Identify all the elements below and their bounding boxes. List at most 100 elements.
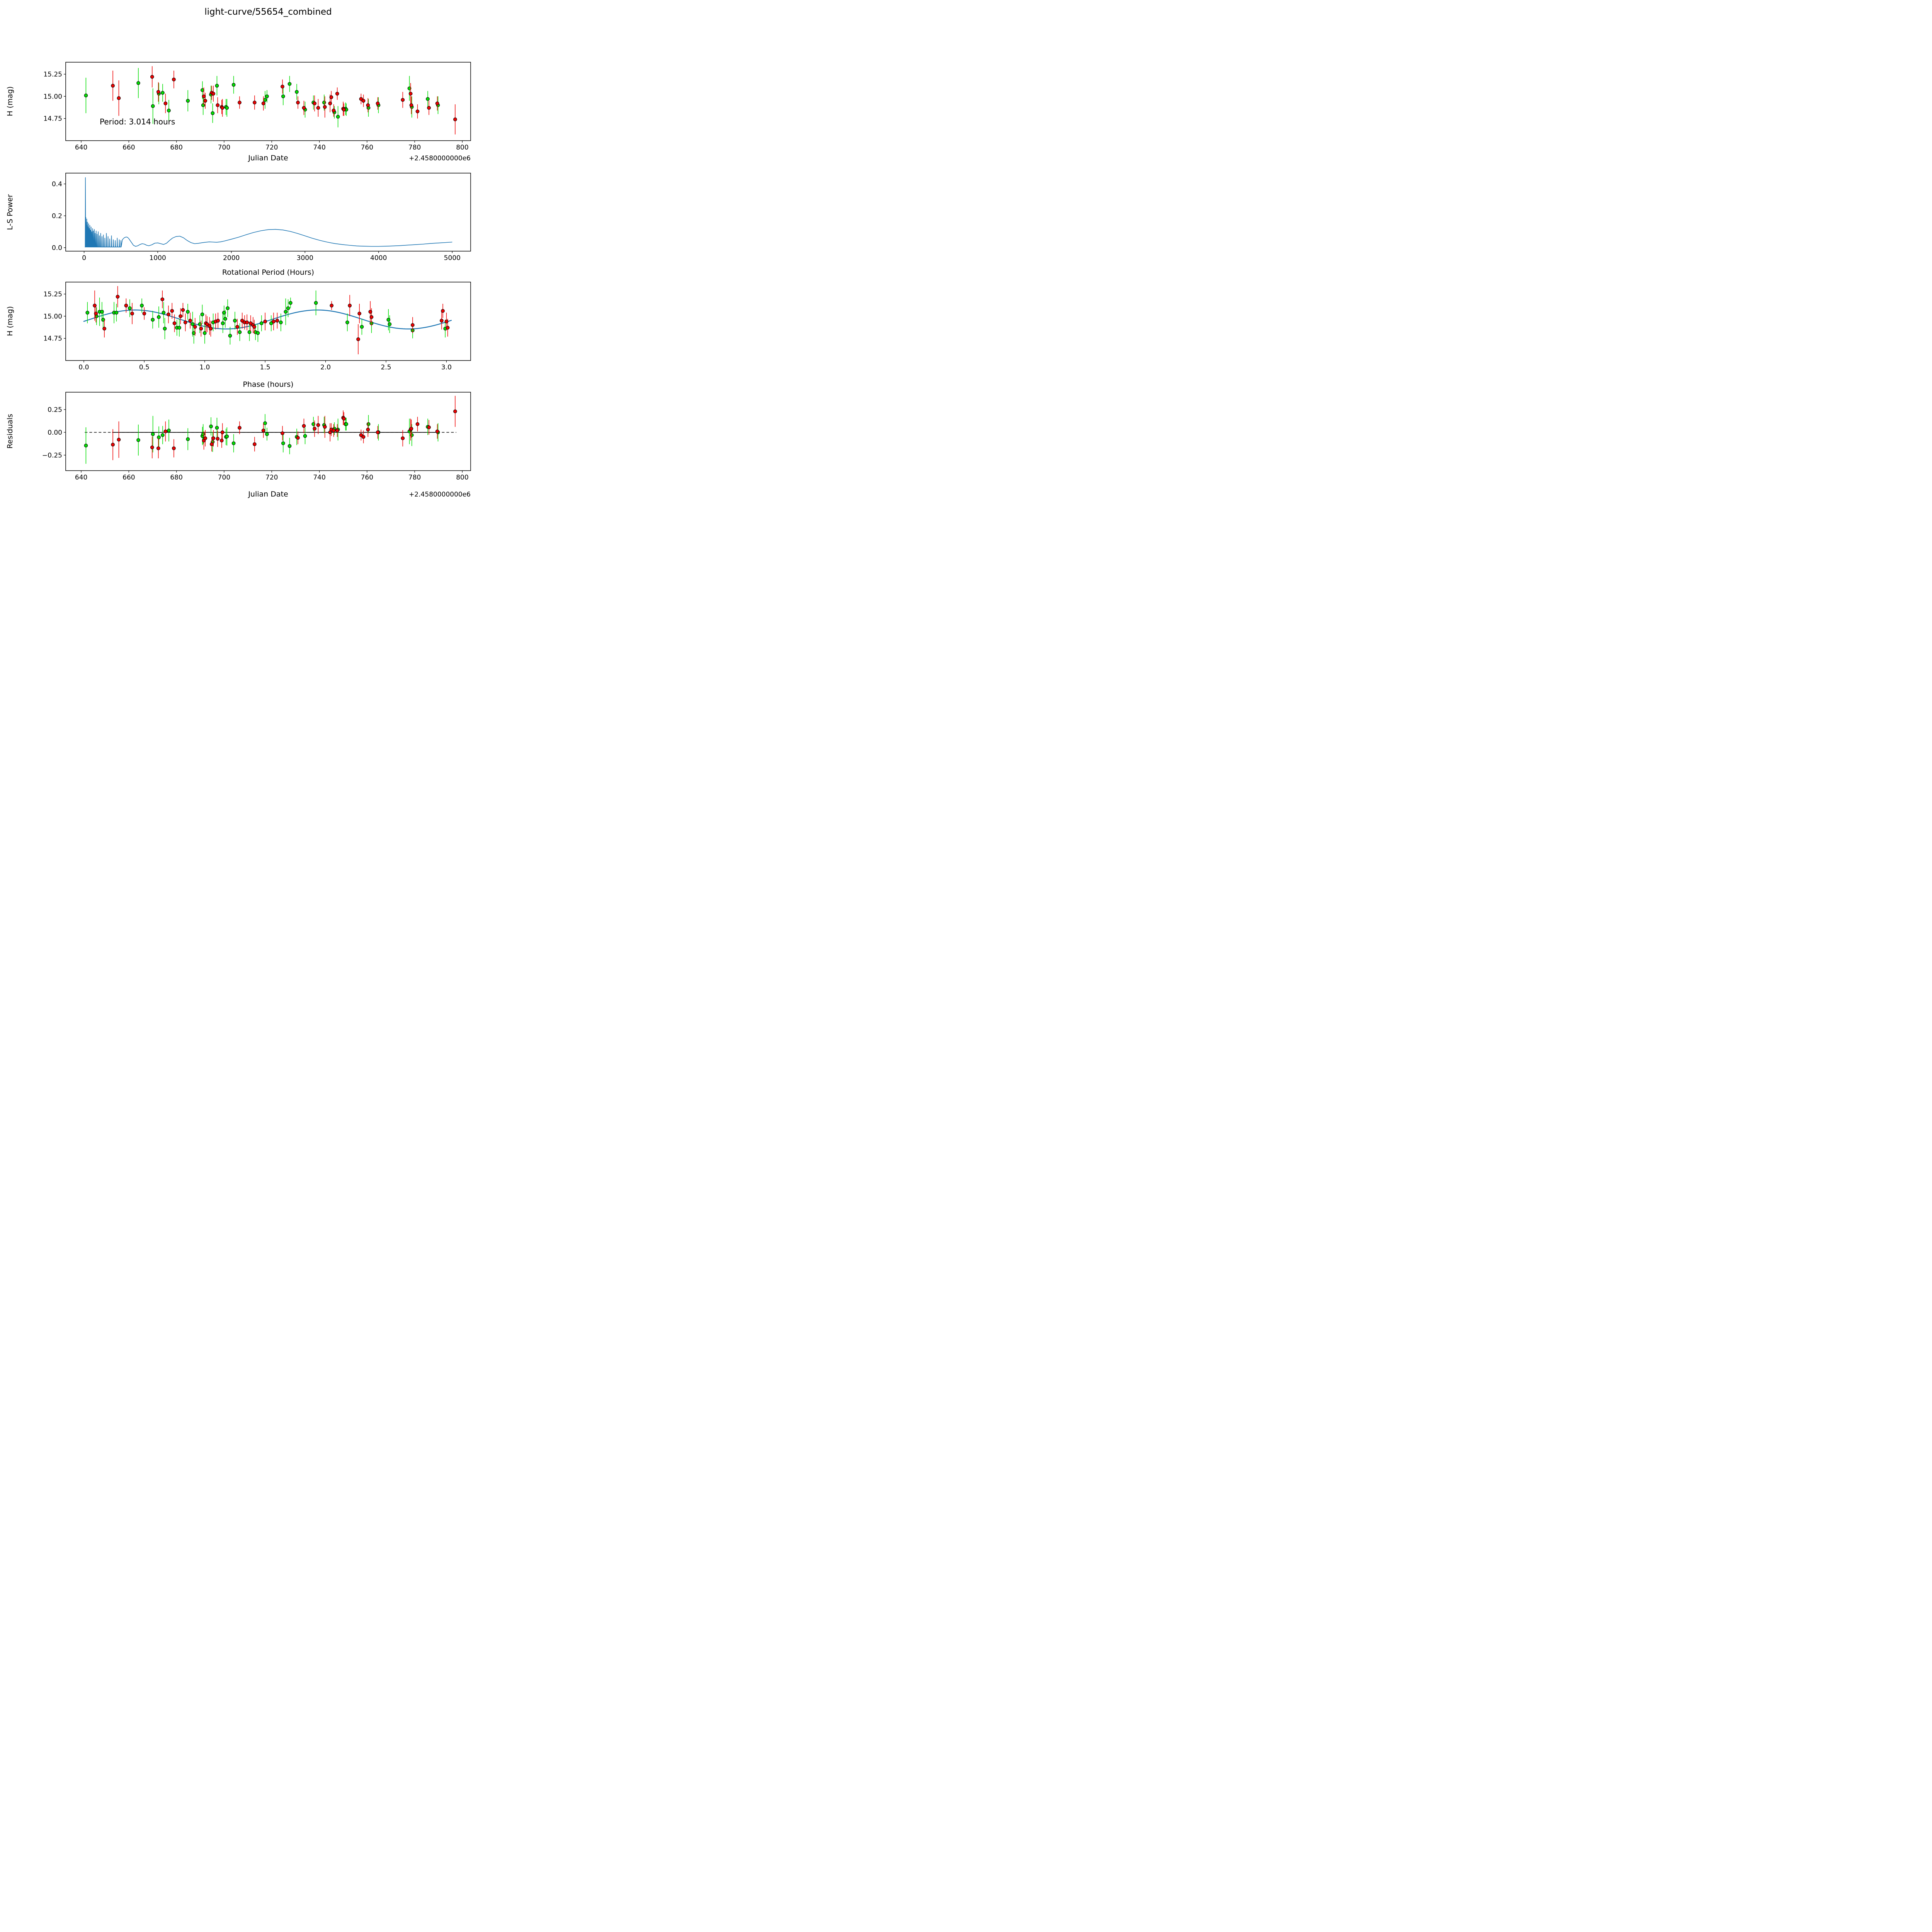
data-point-green xyxy=(101,318,105,322)
data-point-green xyxy=(289,301,293,305)
data-point-green xyxy=(202,331,207,335)
data-point-red xyxy=(193,325,197,329)
data-point-green xyxy=(360,325,364,329)
data-point-red xyxy=(202,94,206,99)
data-point-red xyxy=(216,437,220,441)
tick-label: 740 xyxy=(313,144,325,151)
data-point-red xyxy=(253,442,257,446)
tick-label: 780 xyxy=(408,474,421,481)
data-point-green xyxy=(201,103,205,107)
data-point-green xyxy=(265,432,269,436)
data-point-red xyxy=(357,311,362,316)
data-point-green xyxy=(100,310,104,314)
data-point-green xyxy=(345,320,349,325)
data-point-red xyxy=(216,103,220,107)
data-point-red xyxy=(316,423,320,427)
data-point-red xyxy=(361,435,366,439)
tick-label: 2.0 xyxy=(320,364,331,371)
data-point-green xyxy=(407,86,412,90)
tick-label: 0.2 xyxy=(52,212,62,220)
data-point-red xyxy=(335,92,339,96)
data-point-red xyxy=(302,106,306,110)
data-point-red xyxy=(183,320,187,325)
data-point-green xyxy=(263,98,267,102)
data-point-green xyxy=(201,432,205,436)
data-point-red xyxy=(376,101,380,105)
data-point-green xyxy=(162,311,166,315)
data-point-green xyxy=(226,306,230,310)
panel2-y-axis-label: L-S Power xyxy=(6,194,14,230)
figure-canvas: 640 660 680 700 720 740 760 780 800 14.75 15.00 15.… xyxy=(42,62,471,481)
data-point-red xyxy=(409,103,413,107)
data-point-green xyxy=(215,426,219,430)
data-point-red xyxy=(361,99,366,103)
data-point-red xyxy=(142,311,146,316)
data-point-red xyxy=(150,445,154,449)
data-point-red xyxy=(272,320,276,323)
tick-label: 0 xyxy=(82,254,86,262)
data-point-green xyxy=(151,104,155,108)
tick-label: 1.5 xyxy=(260,364,270,371)
data-point-green xyxy=(263,421,267,425)
tick-label: 740 xyxy=(313,474,325,481)
data-point-green xyxy=(186,310,190,314)
data-point-green xyxy=(225,434,229,439)
data-point-red xyxy=(160,297,165,301)
data-point-red xyxy=(199,327,203,331)
figure: 640 660 680 700 720 740 760 780 800 14.75 15.00 15.… xyxy=(0,0,522,522)
data-point-red xyxy=(401,436,405,440)
data-point-red xyxy=(401,98,405,102)
tick-label: 800 xyxy=(456,144,468,151)
data-point-red xyxy=(102,327,106,331)
tick-label: 0.0 xyxy=(78,364,89,371)
panel4-x-axis-label: Julian Date xyxy=(248,490,288,498)
data-point-green xyxy=(221,321,225,325)
data-point-green xyxy=(157,315,161,319)
data-point-red xyxy=(163,429,168,434)
data-point-red xyxy=(172,321,177,325)
data-point-green xyxy=(366,422,371,426)
data-point-red xyxy=(366,103,370,107)
data-point-red xyxy=(332,429,336,432)
data-point-red xyxy=(238,100,242,105)
tick-label: 700 xyxy=(218,474,230,481)
data-point-red xyxy=(444,320,449,323)
data-point-green xyxy=(233,318,237,323)
data-point-red xyxy=(440,318,444,323)
data-point-green xyxy=(231,441,236,446)
data-point-red xyxy=(408,92,413,96)
data-point-red xyxy=(415,109,420,114)
tick-label: 4000 xyxy=(370,254,387,262)
data-point-red xyxy=(238,426,242,430)
tick-label: 3.0 xyxy=(441,364,452,371)
panel-frame-4 xyxy=(65,392,471,471)
data-point-green xyxy=(192,331,196,335)
figure-title: light-curve/55654_combined xyxy=(204,7,332,17)
data-point-red xyxy=(156,446,160,451)
data-point-red xyxy=(409,427,413,431)
period-annotation: Period: 3.014 hours xyxy=(100,117,175,126)
data-point-red xyxy=(441,309,445,313)
data-point-green xyxy=(281,441,285,446)
data-point-red xyxy=(263,320,267,323)
data-point-green xyxy=(186,99,190,103)
data-point-green xyxy=(136,81,140,85)
data-point-green xyxy=(190,322,195,326)
data-point-red xyxy=(435,101,439,105)
data-point-red xyxy=(252,325,256,329)
data-point-red xyxy=(261,429,265,432)
data-point-red xyxy=(446,326,450,330)
panel1-x-axis-offset-text: +2.4580000000e6 xyxy=(409,155,471,162)
data-point-red xyxy=(329,95,333,99)
tick-label: 15.25 xyxy=(43,71,62,78)
panel1-x-axis-label: Julian Date xyxy=(248,154,288,162)
data-point-red xyxy=(313,101,317,105)
data-point-red xyxy=(210,442,214,446)
data-point-green xyxy=(287,82,292,86)
tick-label: 660 xyxy=(122,474,135,481)
tick-label: 700 xyxy=(218,144,230,151)
data-point-red xyxy=(93,303,97,308)
data-point-green xyxy=(177,326,181,330)
data-point-green xyxy=(128,306,132,310)
data-point-green xyxy=(209,424,213,429)
